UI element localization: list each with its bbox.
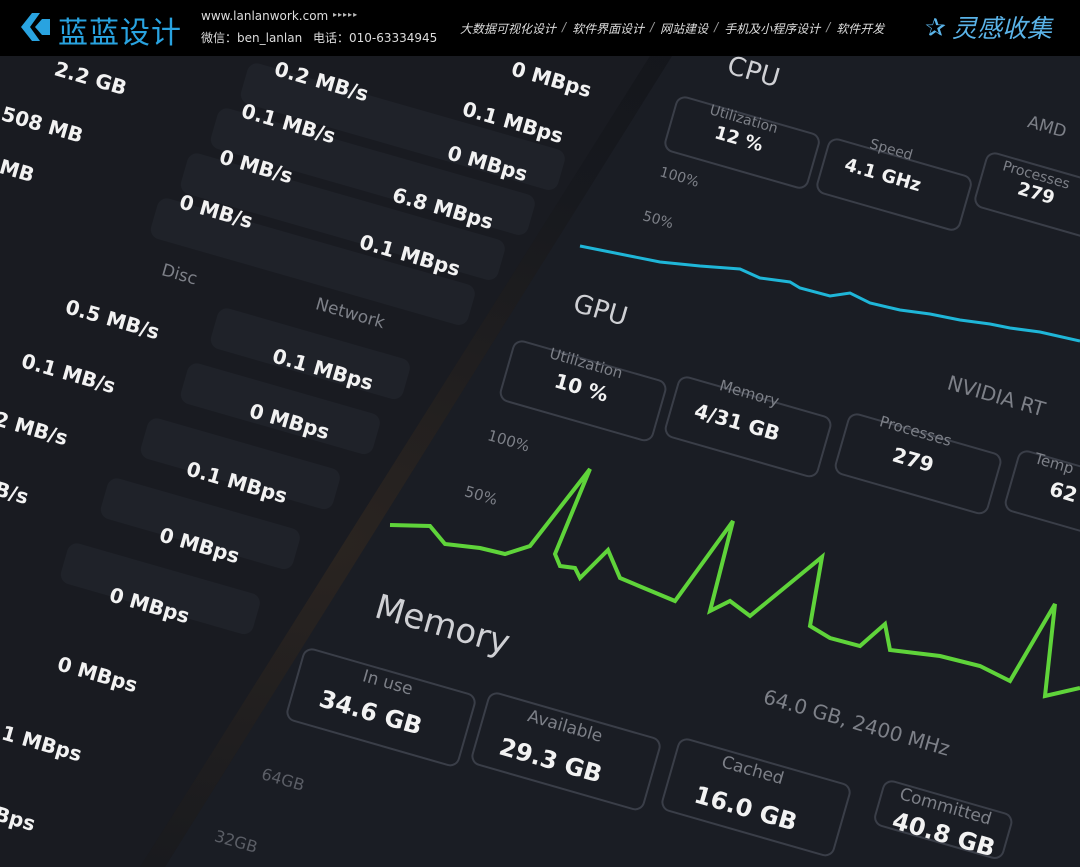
wechat-info: 微信：ben_lanlan (201, 31, 303, 45)
utilization-charts (389, 244, 1080, 699)
dashboard-perspective: 2.2 GB 508 MB 5 MB 0.2 MB/s 0.1 MB/s 0 M… (0, 56, 1080, 867)
star-icon: ✰ (925, 12, 946, 42)
arrows-decoration: ▸▸▸▸▸ (333, 10, 359, 19)
gpu-utilization-line (389, 467, 1080, 699)
nav-separator: / (562, 20, 567, 34)
header-nav: 大数据可视化设计 / 软件界面设计 / 网站建设 / 手机及小程序设计 / 软件开发 (460, 20, 884, 37)
inspiration-label: 灵感收集 (951, 14, 1052, 43)
nav-item-website[interactable]: 网站建设 (660, 22, 709, 36)
nav-item-software-dev[interactable]: 软件开发 (836, 22, 885, 36)
nav-item-software-ui[interactable]: 软件界面设计 (572, 22, 645, 36)
website-link[interactable]: www.lanlanwork.com (201, 9, 329, 23)
nav-separator: / (714, 20, 719, 34)
nav-item-mobile[interactable]: 手机及小程序设计 (724, 22, 821, 36)
phone-info: 电话：010-63334945 (313, 31, 438, 45)
right-panel (165, 56, 1080, 867)
nav-separator: / (826, 20, 831, 34)
top-banner: 蓝蓝设计 www.lanlanwork.com ▸▸▸▸▸ 微信：ben_lan… (0, 0, 1080, 56)
nav-item-data-vis[interactable]: 大数据可视化设计 (460, 22, 557, 36)
brand-name: 蓝蓝设计 (58, 16, 182, 51)
inspiration-logo: ✰ 灵感收集 (925, 9, 1052, 45)
cpu-utilization-line (579, 244, 1080, 343)
lanlan-logo-icon (21, 13, 50, 41)
nav-separator: / (650, 20, 655, 34)
